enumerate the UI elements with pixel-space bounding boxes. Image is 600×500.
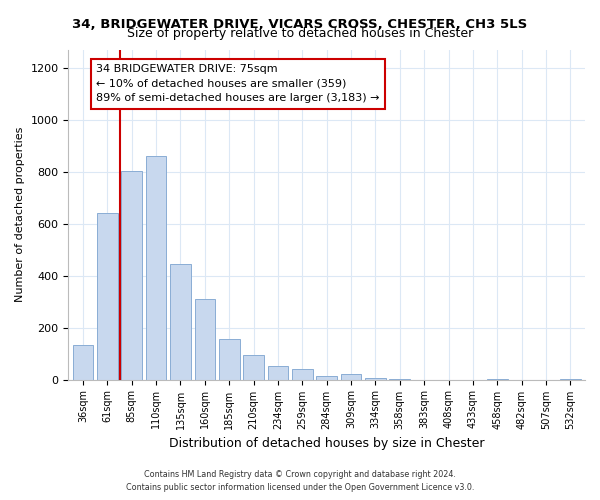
Text: Contains HM Land Registry data © Crown copyright and database right 2024.
Contai: Contains HM Land Registry data © Crown c… xyxy=(126,470,474,492)
Bar xyxy=(243,355,264,380)
Text: 34, BRIDGEWATER DRIVE, VICARS CROSS, CHESTER, CH3 5LS: 34, BRIDGEWATER DRIVE, VICARS CROSS, CHE… xyxy=(73,18,527,30)
Bar xyxy=(560,379,581,380)
Bar xyxy=(487,379,508,380)
Bar xyxy=(365,378,386,380)
Bar xyxy=(194,299,215,380)
Bar xyxy=(341,374,361,380)
Bar xyxy=(292,368,313,380)
Text: 34 BRIDGEWATER DRIVE: 75sqm
← 10% of detached houses are smaller (359)
89% of se: 34 BRIDGEWATER DRIVE: 75sqm ← 10% of det… xyxy=(97,64,380,103)
Bar xyxy=(146,156,166,380)
Bar xyxy=(121,170,142,380)
Bar xyxy=(170,264,191,380)
Text: Size of property relative to detached houses in Chester: Size of property relative to detached ho… xyxy=(127,28,473,40)
Bar xyxy=(316,376,337,380)
X-axis label: Distribution of detached houses by size in Chester: Distribution of detached houses by size … xyxy=(169,437,484,450)
Bar xyxy=(97,214,118,380)
Y-axis label: Number of detached properties: Number of detached properties xyxy=(15,127,25,302)
Bar xyxy=(389,379,410,380)
Bar xyxy=(268,366,289,380)
Bar xyxy=(73,344,94,380)
Bar xyxy=(219,338,239,380)
